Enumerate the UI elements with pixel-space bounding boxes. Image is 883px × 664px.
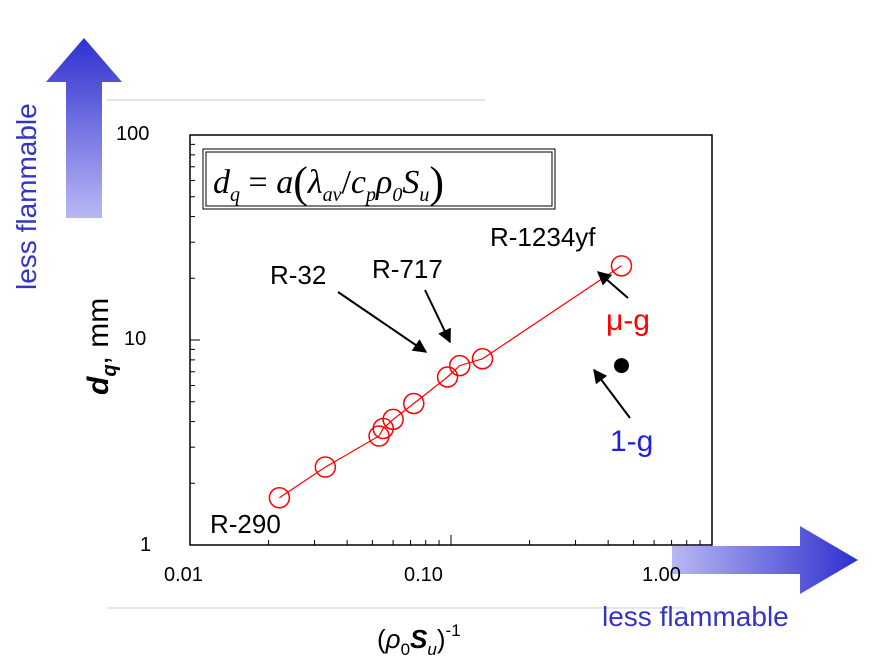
x-tick-label-0.10: 0.10	[404, 564, 443, 586]
one-g-point-0	[613, 358, 629, 374]
annotation-r717: R-717	[372, 254, 443, 284]
x-direction-arrow	[672, 526, 858, 594]
r717-arrow	[424, 289, 451, 344]
mu-g-point-0	[268, 487, 291, 509]
formula-box	[202, 148, 556, 210]
annotation-1-g: 1-g	[610, 425, 653, 458]
one-g-arrow	[593, 368, 631, 419]
annotation-r1234yf: R-1234yf	[490, 222, 596, 252]
annotation-r290: R-290	[210, 509, 281, 539]
mu-g-point-7	[448, 354, 471, 377]
y-tick-label-1: 1	[140, 534, 151, 556]
y-direction-arrow	[46, 38, 122, 218]
y-tick-label-10: 10	[124, 328, 146, 350]
series-layer	[268, 255, 633, 509]
formula-text: dq = a(λav/cpρ0Su)	[213, 158, 444, 207]
x-direction-label: less flammable	[602, 601, 789, 632]
mu-g-point-5	[403, 392, 425, 415]
x-tick-label-0.01: 0.01	[164, 564, 203, 586]
mu-g-point-8	[471, 348, 494, 370]
annotation-mu-g: μ-g	[606, 304, 650, 337]
y-axis-label: dq, mm	[82, 298, 121, 395]
annotation-r32: R-32	[270, 260, 326, 290]
r32-arrow	[337, 291, 428, 353]
x-tick-label-1.00: 1.00	[642, 564, 681, 586]
x-axis-label: (ρ0Su)-1	[377, 621, 461, 659]
series-line-0	[279, 265, 622, 499]
mu-g-point-1	[314, 456, 337, 478]
y-direction-label: less flammable	[11, 103, 42, 290]
mu-g-point-9	[610, 255, 633, 277]
axis-ticks	[189, 143, 701, 546]
mu-g-arrow	[596, 271, 629, 299]
y-tick-label-100: 100	[116, 123, 149, 145]
mu-g-point-4	[382, 408, 404, 431]
mu-g-point-6	[436, 366, 459, 388]
